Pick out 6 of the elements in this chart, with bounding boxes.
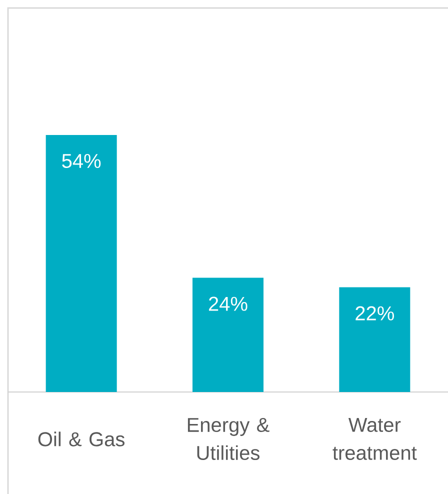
data-label: 24% — [208, 296, 248, 311]
data-label: 54% — [62, 154, 101, 168]
data-label: 22% — [356, 306, 394, 320]
x-tick-label: Energy & Utilities — [188, 418, 270, 460]
x-tick-label: Water treatment — [332, 418, 417, 460]
x-tick-label: Oil & Gas — [38, 432, 124, 446]
